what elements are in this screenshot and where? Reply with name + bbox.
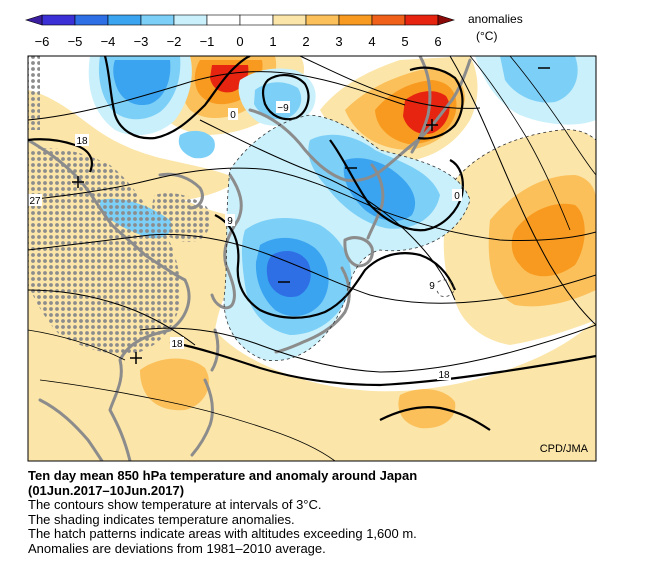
contour-label-9-east: 9 bbox=[429, 281, 435, 292]
clabel-bg-3 bbox=[75, 134, 89, 146]
contour-label-0-north: 0 bbox=[230, 110, 236, 121]
cb-tick-m4: −4 bbox=[101, 34, 116, 49]
contour-label-minus9: −9 bbox=[277, 103, 289, 114]
contour-minor-4 bbox=[509, 56, 596, 176]
cb-tick-m5: −5 bbox=[68, 34, 83, 49]
contour-label-18-south: 18 bbox=[171, 339, 183, 350]
caption-note-baseline: Anomalies are deviations from 1981–2010 … bbox=[28, 540, 326, 556]
contour-line-d bbox=[139, 324, 596, 373]
clabel-bg-6 bbox=[452, 189, 462, 201]
cb-tick-p4: 4 bbox=[368, 34, 375, 49]
contour-line-c bbox=[28, 233, 596, 304]
contour-eighteen-south bbox=[169, 340, 596, 387]
contour-minor-2 bbox=[28, 329, 126, 361]
contour-label-18-east: 18 bbox=[438, 370, 450, 381]
clabel-bg-4 bbox=[28, 194, 42, 206]
coast-japan-honshu bbox=[274, 266, 351, 354]
cold-area-north-spot bbox=[178, 130, 215, 159]
clabel-bg-9 bbox=[437, 368, 451, 380]
coast-kamchatka bbox=[410, 56, 432, 154]
elevation-hatch bbox=[28, 56, 212, 355]
contour-label-0-east: 0 bbox=[454, 191, 460, 202]
center-markers bbox=[72, 67, 550, 364]
contour-label-27: 27 bbox=[29, 196, 41, 207]
contour-minor-3 bbox=[469, 56, 571, 231]
contour-line-e bbox=[28, 289, 196, 346]
coast-sakhalin bbox=[366, 163, 385, 240]
cb-tick-m1: −1 bbox=[200, 34, 215, 49]
anomaly-outline-east bbox=[454, 129, 596, 181]
clabel-bg-5 bbox=[225, 214, 235, 226]
colorbar-arrow-high bbox=[437, 14, 456, 26]
anomaly-outline-central bbox=[223, 114, 471, 362]
cb-tick-p1: 1 bbox=[269, 34, 276, 49]
map-credit: CPD/JMA bbox=[540, 443, 589, 455]
contour-zero-east bbox=[329, 139, 464, 232]
coast-korea bbox=[210, 173, 243, 310]
map-frame bbox=[27, 55, 597, 462]
warm-area-south-spot bbox=[398, 389, 456, 429]
contour-label-18-west: 18 bbox=[76, 136, 88, 147]
clabel-bg-2 bbox=[276, 101, 290, 113]
contour-zero-ne bbox=[409, 66, 464, 140]
contour-line-h bbox=[299, 56, 481, 109]
anomaly-colorbar: −6 −5 −4 −3 −2 −1 0 1 2 3 4 5 6 anomalie… bbox=[24, 12, 523, 49]
contour-line-b bbox=[28, 167, 596, 242]
caption-title-line2: (01Jun.2017–10Jun.2017) bbox=[28, 483, 185, 498]
coast-russia-far-east bbox=[248, 58, 472, 182]
high-marker-south bbox=[130, 352, 142, 364]
coast-indochina bbox=[38, 398, 104, 461]
clabel-bg-7 bbox=[427, 279, 437, 291]
contour-line-g bbox=[449, 56, 596, 326]
cb-tick-p5: 5 bbox=[401, 34, 408, 49]
clabel-bg-8 bbox=[170, 337, 184, 349]
cold-area-central-peak bbox=[343, 158, 416, 222]
colorbar-tick-labels: −6 −5 −4 −3 −2 −1 0 1 2 3 4 5 6 bbox=[35, 34, 442, 49]
cold-area-northwest-peak bbox=[113, 60, 171, 106]
coast-japan-hokkaido bbox=[343, 236, 374, 268]
contour-nine bbox=[214, 214, 457, 319]
cb-tick-m2: −2 bbox=[167, 34, 182, 49]
caption-note-hatch: The hatch patterns indicate areas with a… bbox=[28, 526, 417, 541]
warm-area-southwest-spot bbox=[140, 358, 209, 411]
coastlines bbox=[28, 56, 472, 461]
cold-area-south-max bbox=[266, 250, 311, 298]
minor-contours bbox=[28, 56, 596, 461]
hatch-north-strip bbox=[28, 56, 40, 130]
temperature-anomaly-map: 0 −9 18 27 9 0 9 18 18 CPD/JMA bbox=[27, 55, 597, 462]
colorbar-unit-degc: (°C) bbox=[476, 29, 497, 43]
cb-tick-m3: −3 bbox=[134, 34, 149, 49]
caption-title-line1: Ten day mean 850 hPa temperature and ano… bbox=[28, 468, 418, 483]
anomaly-zero-outlines bbox=[223, 114, 596, 362]
high-marker-ne bbox=[426, 119, 438, 131]
contour-zero-north bbox=[103, 56, 251, 140]
colorbar-segments bbox=[24, 14, 456, 26]
coast-philippines bbox=[190, 378, 214, 457]
contour-label-9-west: 9 bbox=[227, 216, 233, 227]
contour-low-southwest bbox=[379, 406, 491, 431]
contour-labels: 0 −9 18 27 9 0 9 18 18 bbox=[28, 101, 462, 381]
caption-note-contours: The contours show temperature at interva… bbox=[28, 497, 322, 512]
cb-tick-p3: 3 bbox=[335, 34, 342, 49]
coast-taiwan bbox=[210, 328, 220, 372]
caption-note-shading: The shading indicates temperature anomal… bbox=[28, 511, 295, 527]
cb-tick-p6: 6 bbox=[434, 34, 441, 49]
clabel-bg-1 bbox=[228, 108, 238, 120]
map-caption: Ten day mean 850 hPa temperature and ano… bbox=[28, 468, 628, 556]
cb-tick-m6: −6 bbox=[35, 34, 50, 49]
temperature-contours bbox=[28, 56, 596, 373]
colorbar-arrow-low bbox=[24, 14, 43, 26]
hatch-tibet-plateau bbox=[28, 148, 181, 355]
high-marker-west bbox=[72, 176, 84, 188]
colorbar-unit-label: anomalies bbox=[468, 12, 523, 26]
coast-china-east bbox=[28, 138, 191, 461]
cb-tick-0: 0 bbox=[236, 34, 243, 49]
contour-minor-1 bbox=[39, 379, 336, 461]
cb-tick-p2: 2 bbox=[302, 34, 309, 49]
